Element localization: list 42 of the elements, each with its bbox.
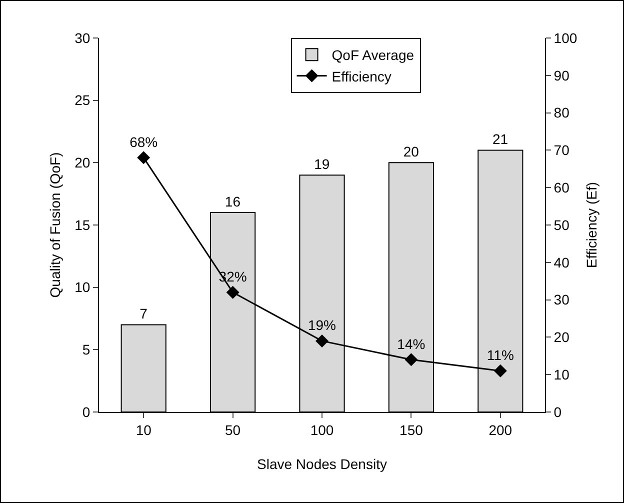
y-tick-label: 25 <box>74 92 90 108</box>
legend-label: Efficiency <box>332 68 392 84</box>
y2-tick-label: 10 <box>554 366 570 382</box>
point <box>404 353 418 366</box>
point <box>226 286 240 299</box>
y-tick-label: 0 <box>82 404 90 420</box>
data-label: 68% <box>130 134 158 150</box>
x-tick-label: 200 <box>488 422 512 438</box>
y2-tick-label: 60 <box>554 180 570 196</box>
y2-tick-label: 90 <box>554 67 570 84</box>
data-label: 7 <box>140 306 148 322</box>
data-label: 11% <box>486 347 514 364</box>
legend-label: QoF Average <box>332 47 414 64</box>
point <box>137 151 150 164</box>
data-label: 20 <box>403 144 420 160</box>
data-label: 14% <box>397 336 426 352</box>
y2-tick-label: 20 <box>554 329 570 346</box>
y-tick-label: 30 <box>74 30 90 46</box>
point <box>494 364 507 378</box>
x-axis-title: Slave Nodes Density <box>257 456 387 472</box>
y2-tick-label: 70 <box>554 142 570 158</box>
data-label: 19% <box>308 317 336 334</box>
y2-tick-label: 80 <box>554 104 570 121</box>
data-label: 16 <box>224 194 241 210</box>
y2-tick-label: 40 <box>554 254 570 270</box>
y-tick-label: 5 <box>82 342 90 358</box>
y-tick-label: 15 <box>74 216 90 233</box>
data-label: 21 <box>492 131 508 148</box>
x-tick-label: 50 <box>225 422 241 438</box>
y2-tick-label: 0 <box>554 404 562 420</box>
point <box>316 334 328 348</box>
x-tick-label: 100 <box>310 422 334 438</box>
y2-axis-title: Efficiency (Ef) <box>584 182 600 268</box>
y-axis-title: Quality of Fusion (QoF) <box>47 152 64 298</box>
y2-tick-label: 100 <box>554 30 578 46</box>
data-label: 19 <box>314 156 330 172</box>
y-tick-label: 20 <box>74 154 90 171</box>
y-tick-label: 10 <box>74 279 90 296</box>
x-tick-label: 10 <box>136 422 152 438</box>
y2-tick-label: 50 <box>554 216 570 233</box>
x-tick-label: 150 <box>400 422 424 438</box>
y2-tick-label: 30 <box>554 292 570 308</box>
